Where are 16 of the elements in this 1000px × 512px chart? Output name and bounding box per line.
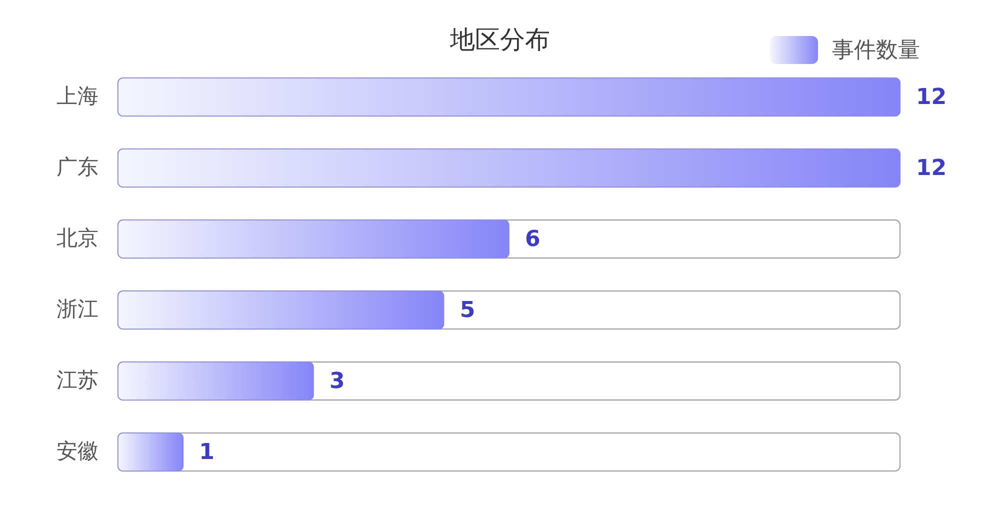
data-label: 1 (199, 440, 214, 465)
legend-label: 事件数量 (832, 38, 920, 63)
data-label: 6 (525, 227, 540, 252)
data-label: 12 (916, 156, 947, 181)
y-tick-label: 江苏 (56, 368, 98, 392)
bar (118, 432, 184, 472)
data-label: 5 (460, 298, 476, 323)
bar (118, 362, 314, 400)
y-tick-label: 安徽 (56, 439, 98, 463)
chart-title: 地区分布 (449, 25, 550, 54)
data-label: 12 (916, 85, 947, 110)
y-tick-label: 上海 (56, 84, 98, 108)
y-tick-label: 广东 (56, 155, 98, 179)
y-tick-label: 浙江 (56, 297, 98, 321)
y-tick-label: 北京 (56, 226, 98, 250)
data-label: 3 (330, 369, 345, 394)
